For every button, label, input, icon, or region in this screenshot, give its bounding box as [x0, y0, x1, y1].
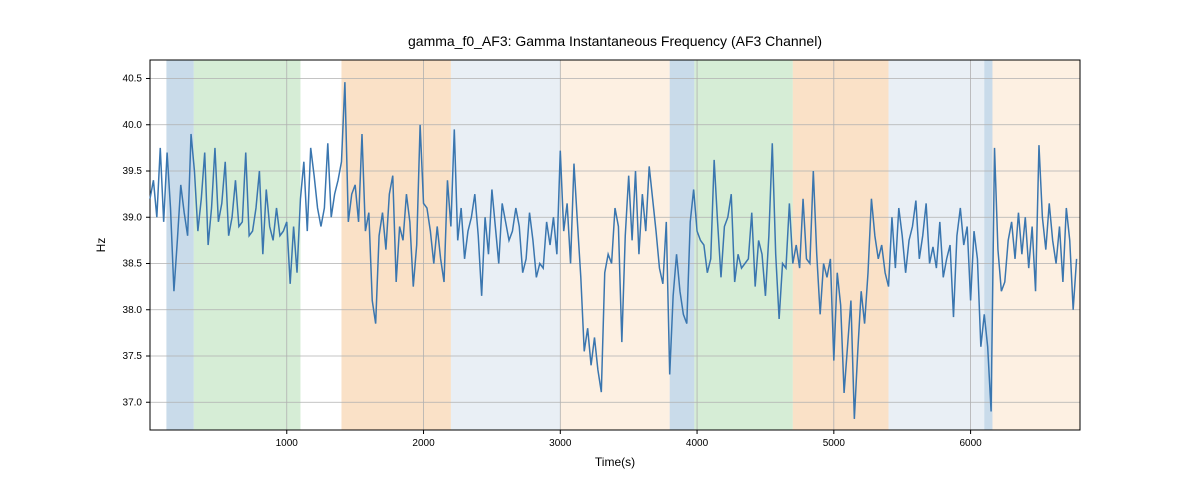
x-tick-label: 1000 [276, 438, 299, 449]
chart-container: 1000 2000 3000 4000 5000 6000 37.0 37.5 38.0 38.… [0, 0, 1200, 500]
y-tick-label: 38.5 [123, 259, 143, 270]
highlight-band [560, 60, 669, 430]
background-bands [166, 60, 1080, 430]
y-tick-label: 40.5 [123, 74, 143, 85]
x-tick-label: 2000 [412, 438, 435, 449]
y-axis-ticks: 37.0 37.5 38.0 38.5 39.0 39.5 40.0 40.5 [123, 74, 150, 409]
y-tick-label: 37.5 [123, 351, 143, 362]
y-tick-label: 39.5 [123, 166, 143, 177]
x-tick-label: 4000 [686, 438, 709, 449]
x-axis-label: Time(s) [595, 455, 635, 469]
y-tick-label: 40.0 [123, 120, 143, 131]
chart-title: gamma_f0_AF3: Gamma Instantaneous Freque… [408, 33, 822, 49]
highlight-band [194, 60, 301, 430]
y-tick-label: 39.0 [123, 212, 143, 223]
x-axis-ticks: 1000 2000 3000 4000 5000 6000 [276, 430, 983, 449]
highlight-band [694, 60, 792, 430]
x-tick-label: 3000 [549, 438, 572, 449]
highlight-band [670, 60, 695, 430]
y-tick-label: 37.0 [123, 397, 143, 408]
x-tick-label: 6000 [959, 438, 982, 449]
x-tick-label: 5000 [823, 438, 846, 449]
highlight-band [341, 60, 450, 430]
y-tick-label: 38.0 [123, 305, 143, 316]
highlight-band [451, 60, 560, 430]
highlight-band [793, 60, 889, 430]
highlight-band [166, 60, 193, 430]
line-chart: 1000 2000 3000 4000 5000 6000 37.0 37.5 38.0 38.… [0, 0, 1200, 500]
y-axis-label: Hz [94, 238, 108, 253]
